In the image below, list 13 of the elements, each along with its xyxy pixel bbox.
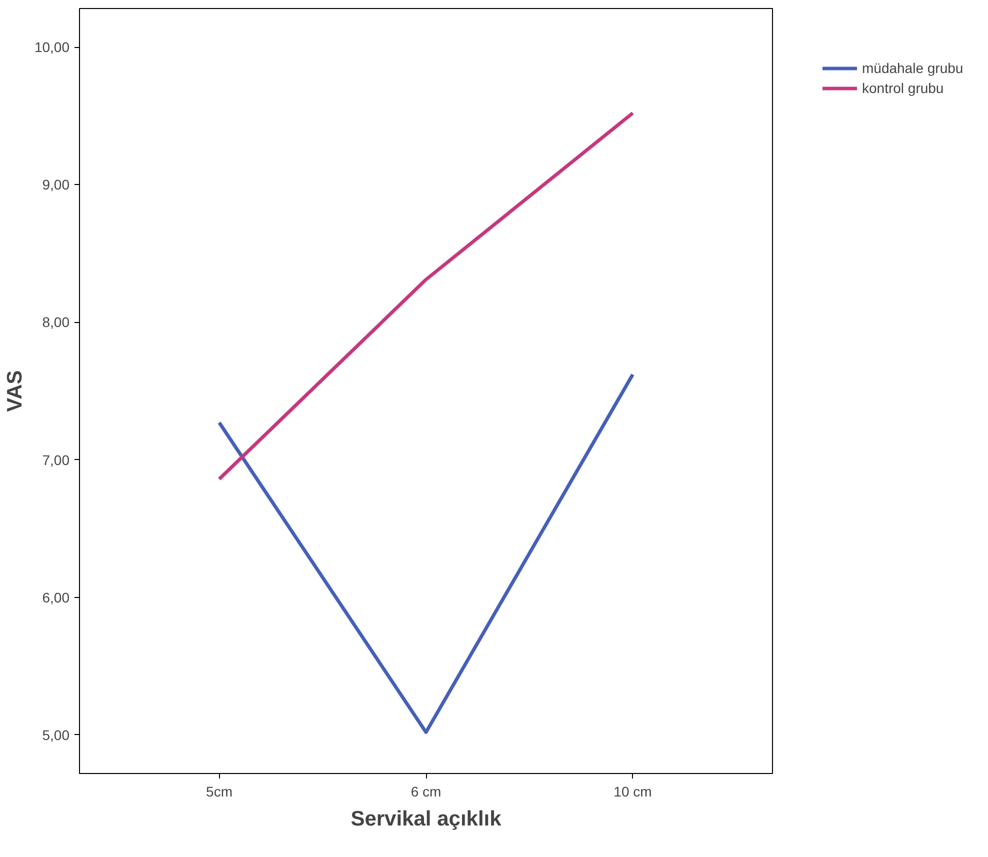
legend-label: kontrol grubu [862,80,944,96]
x-tick-label: 6 cm [410,784,442,800]
x-tick-label: 5cm [206,784,232,800]
legend-label: müdahale grubu [862,60,964,76]
x-axis-title: Servikal açıklık [350,808,502,830]
y-tick-label: 5,00 [42,726,70,743]
y-tick-label: 9,00 [42,176,70,193]
y-tick-label: 10,00 [34,39,70,56]
y-tick-label: 6,00 [42,589,70,606]
y-tick-label: 7,00 [42,452,70,468]
x-tick-label: 10 cm [614,784,652,800]
y-axis-title: VAS [3,370,26,412]
y-tick-label: 8,00 [42,314,70,330]
